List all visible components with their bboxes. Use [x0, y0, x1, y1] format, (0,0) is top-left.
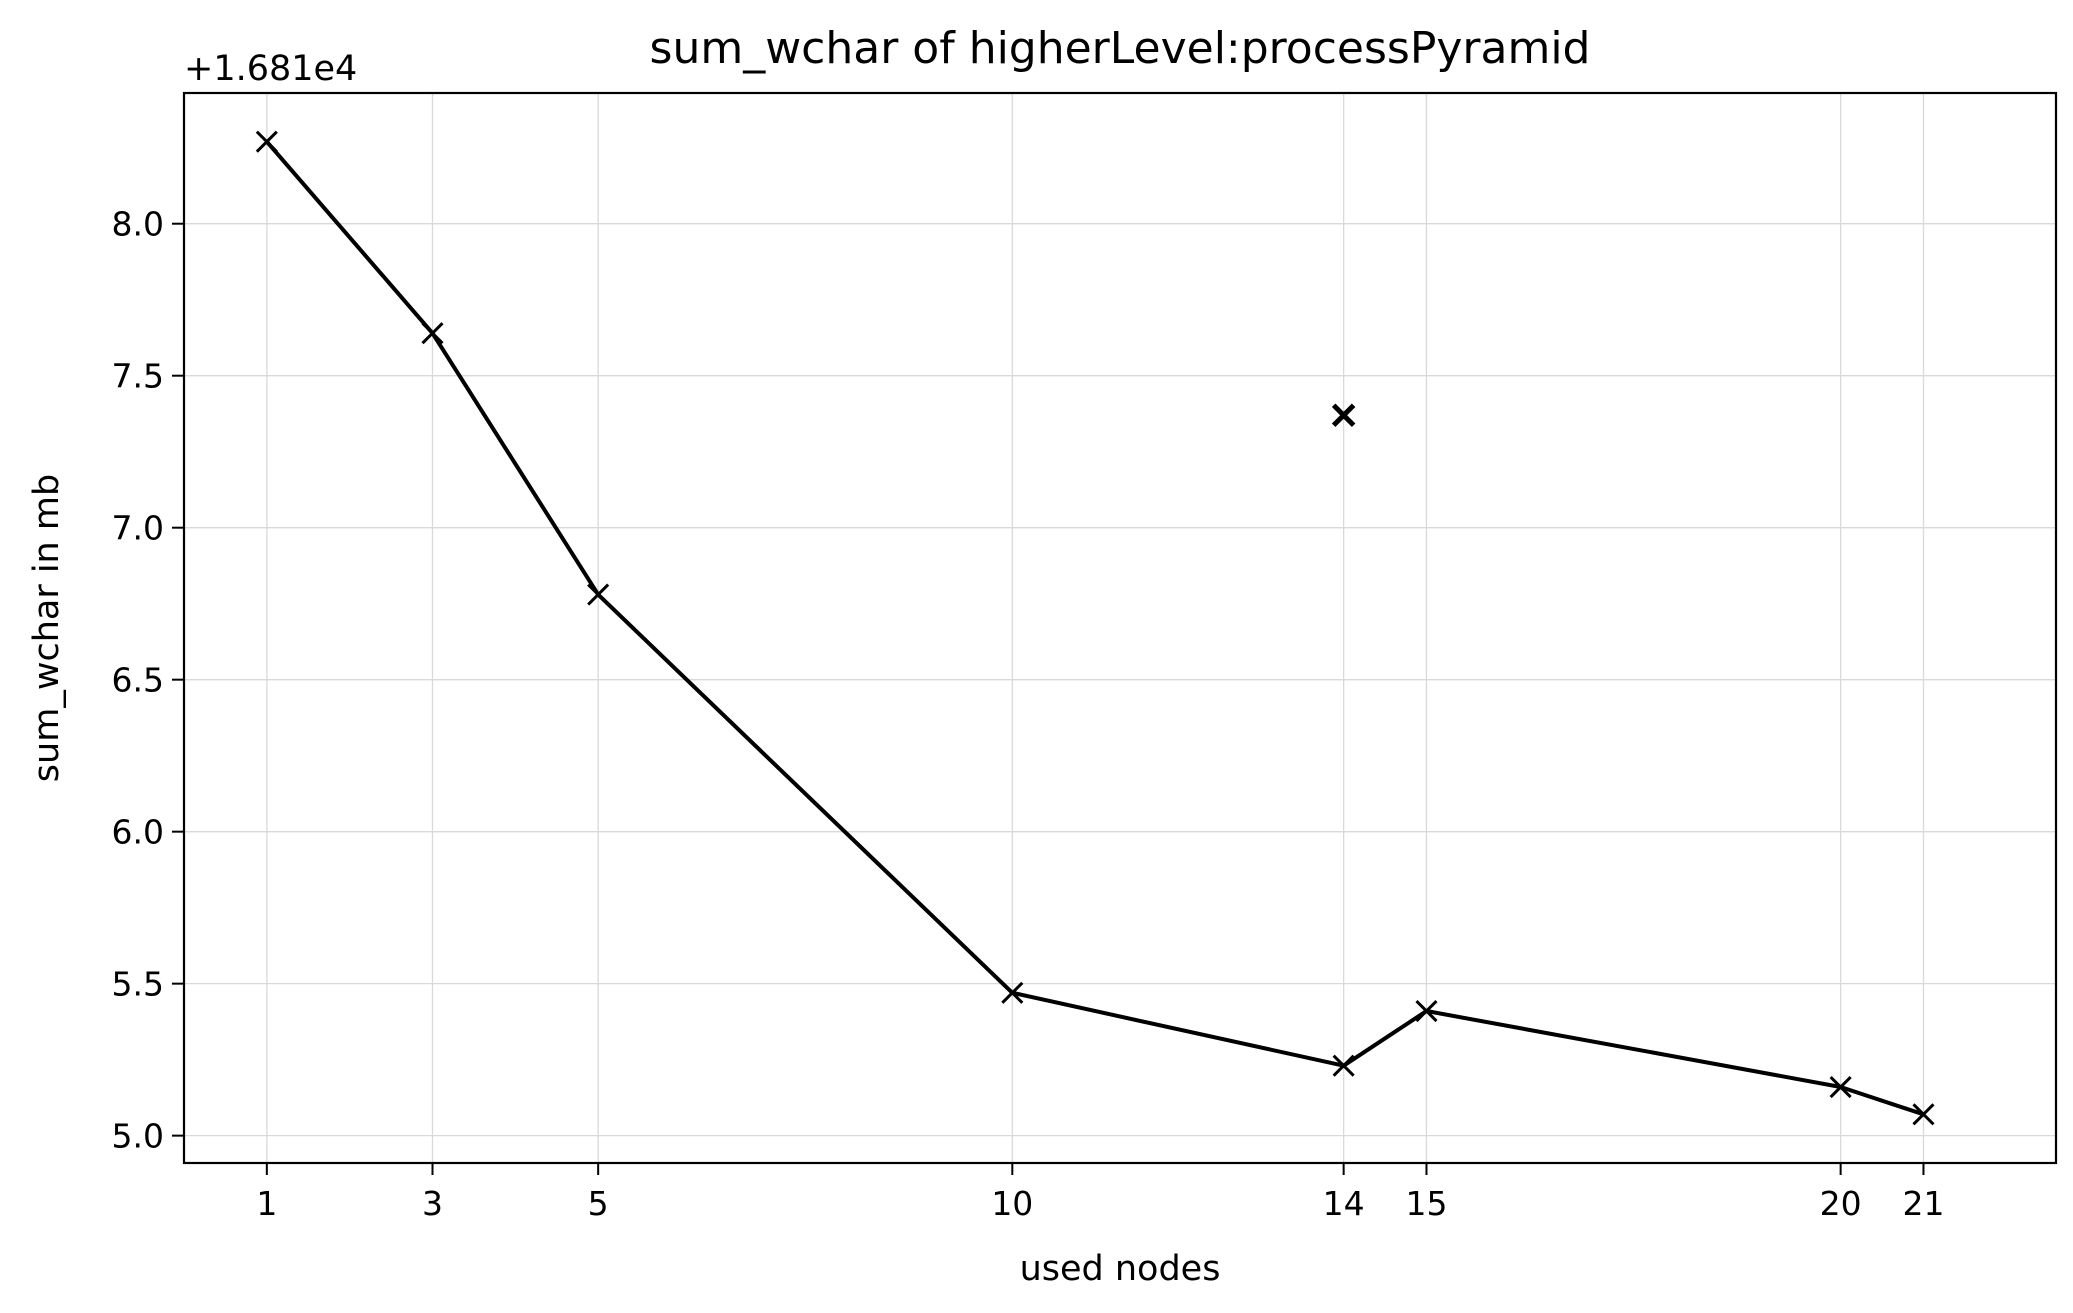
- y-tick-label: 6.0: [112, 813, 164, 852]
- x-tick-label: 21: [1902, 1184, 1944, 1223]
- chart-title: sum_wchar of higherLevel:processPyramid: [650, 23, 1591, 74]
- line-point: [1415, 999, 1438, 1023]
- line-point: [1829, 1075, 1852, 1099]
- series-layer: [255, 130, 1935, 1126]
- x-tick-label: 5: [588, 1184, 609, 1223]
- x-tick-label: 3: [422, 1184, 443, 1223]
- y-tick-label: 5.0: [112, 1117, 164, 1156]
- y-axis-offset-label: +1.681e4: [184, 49, 357, 89]
- line-point: [421, 322, 444, 345]
- y-tick-label: 8.0: [112, 205, 164, 244]
- x-tick-label: 15: [1405, 1184, 1447, 1223]
- x-tick-label: 1: [256, 1184, 277, 1223]
- y-tick-label: 5.5: [112, 965, 164, 1004]
- series-line: [265, 140, 1925, 1117]
- line-point: [1001, 981, 1024, 1004]
- x-tick-label: 10: [991, 1184, 1033, 1223]
- y-axis: 5.0 5.5 6.0 6.5 7.0 7.5 8.0: [112, 205, 184, 1156]
- y-axis-label: sum_wchar in mb: [27, 474, 67, 782]
- scatter-point: [1331, 403, 1356, 427]
- x-tick-label: 20: [1820, 1184, 1862, 1223]
- plot-frame: [182, 91, 2058, 1165]
- line-point: [1912, 1103, 1935, 1126]
- y-tick-label: 7.0: [112, 509, 164, 548]
- line-point: [255, 130, 278, 153]
- grid: [184, 93, 2056, 1163]
- x-axis: 1 3 5 10 14 15 20 21: [256, 1163, 1944, 1223]
- line-point: [1332, 1054, 1355, 1077]
- y-tick-label: 6.5: [112, 661, 164, 700]
- x-tick-label: 14: [1323, 1184, 1365, 1223]
- line-point: [587, 583, 610, 606]
- x-axis-label: used nodes: [1020, 1249, 1221, 1289]
- y-tick-label: 7.5: [112, 357, 164, 396]
